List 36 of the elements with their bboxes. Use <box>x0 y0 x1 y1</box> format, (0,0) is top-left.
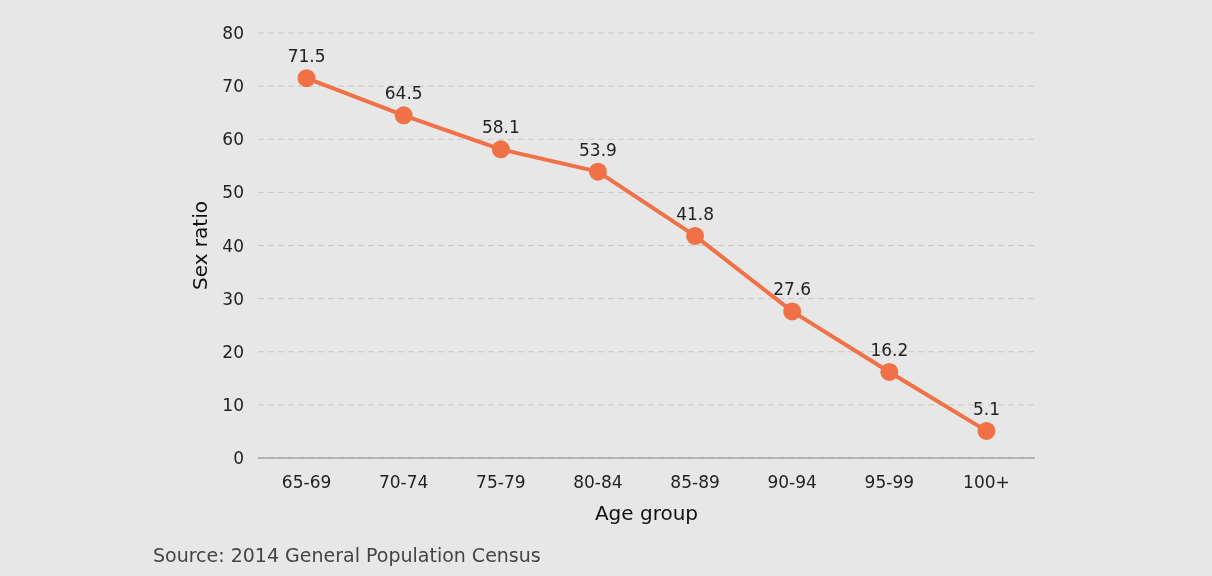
point <box>880 362 899 381</box>
x-tick-label: 95-99 <box>864 472 915 493</box>
point <box>783 302 802 321</box>
data-label: 64.5 <box>384 83 423 104</box>
data-label: 16.2 <box>870 339 909 360</box>
data-label: 58.1 <box>481 117 520 138</box>
x-tick-label: 75-79 <box>476 472 526 493</box>
x-tick-label: 85-89 <box>670 472 720 493</box>
source-note: Source: 2014 General Population Census <box>153 544 541 566</box>
x-tick-label: 70-74 <box>378 472 429 493</box>
y-tick-label: 40 <box>222 235 244 256</box>
data-label: 27.6 <box>773 279 812 300</box>
y-tick-label: 70 <box>222 76 244 97</box>
point <box>394 106 413 125</box>
y-tick-label: 20 <box>222 341 244 362</box>
x-tick-label: 80-84 <box>573 472 623 493</box>
data-label: 53.9 <box>579 139 617 160</box>
data-label: 41.8 <box>676 203 714 224</box>
x-tick-label: 90-94 <box>767 472 817 493</box>
point <box>297 69 316 88</box>
y-tick-label: 80 <box>222 23 244 44</box>
y-tick-label: 30 <box>222 288 244 309</box>
data-label: 5.1 <box>972 398 1000 419</box>
x-tick-label: 65-69 <box>281 472 332 493</box>
y-tick-label: 60 <box>222 129 244 150</box>
x-tick-label: 100+ <box>963 472 1010 493</box>
point <box>491 140 510 159</box>
point <box>977 421 996 440</box>
y-tick-label: 0 <box>233 448 244 469</box>
data-label: 71.5 <box>287 46 326 67</box>
y-axis-title: Sex ratio <box>188 201 213 290</box>
x-axis-title: Age group <box>594 501 699 525</box>
point <box>686 226 705 245</box>
y-tick-label: 50 <box>222 182 244 203</box>
y-tick-label: 10 <box>222 394 244 415</box>
point <box>588 162 607 181</box>
